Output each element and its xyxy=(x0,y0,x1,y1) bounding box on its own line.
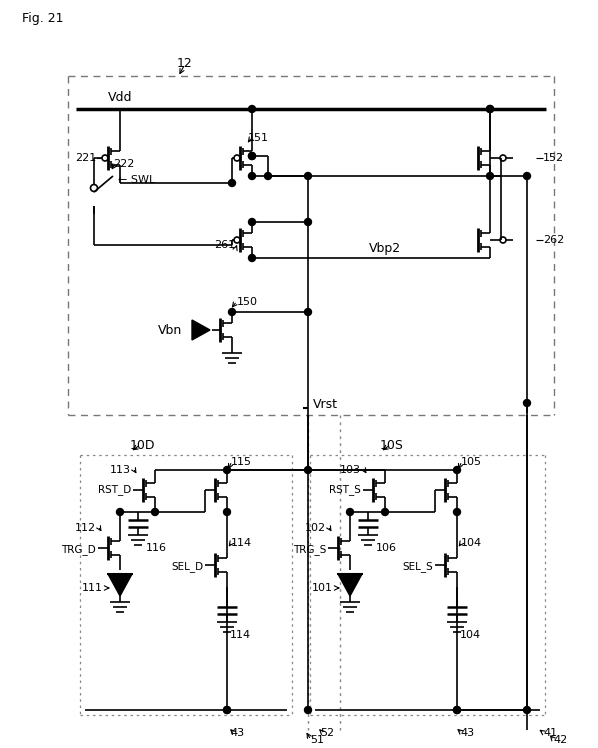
Text: RST_D: RST_D xyxy=(97,485,131,495)
Text: 116: 116 xyxy=(146,543,167,553)
Circle shape xyxy=(117,509,124,515)
Polygon shape xyxy=(108,574,132,596)
Text: 10D: 10D xyxy=(130,438,155,452)
Text: 102: 102 xyxy=(305,523,326,533)
Circle shape xyxy=(304,308,312,316)
Text: 12: 12 xyxy=(177,57,193,70)
Polygon shape xyxy=(338,574,362,596)
Text: Vbp2: Vbp2 xyxy=(369,242,401,254)
Text: TRG_D: TRG_D xyxy=(61,545,96,556)
Circle shape xyxy=(453,467,460,473)
Text: 43: 43 xyxy=(460,728,474,738)
Text: SEL_S: SEL_S xyxy=(402,562,433,572)
Text: 104: 104 xyxy=(461,538,482,548)
Circle shape xyxy=(453,509,460,515)
Text: 114: 114 xyxy=(231,538,252,548)
Circle shape xyxy=(249,218,255,225)
Text: 112: 112 xyxy=(75,523,96,533)
Circle shape xyxy=(304,467,312,473)
Circle shape xyxy=(453,707,460,714)
Circle shape xyxy=(523,399,530,406)
Text: 221: 221 xyxy=(75,153,96,163)
Text: 103: 103 xyxy=(340,465,361,475)
Text: ← SWL: ← SWL xyxy=(118,175,155,185)
Text: 101: 101 xyxy=(312,583,333,593)
Circle shape xyxy=(346,509,353,515)
Text: 104: 104 xyxy=(460,630,481,640)
Circle shape xyxy=(382,509,389,515)
Text: 262: 262 xyxy=(543,235,565,245)
Text: 111: 111 xyxy=(82,583,103,593)
Circle shape xyxy=(523,173,530,180)
Text: 10S: 10S xyxy=(380,438,404,452)
Circle shape xyxy=(249,105,255,112)
Text: 150: 150 xyxy=(237,297,258,307)
Circle shape xyxy=(249,254,255,262)
Text: 152: 152 xyxy=(543,153,564,163)
Circle shape xyxy=(304,218,312,225)
Circle shape xyxy=(224,707,230,714)
Text: 106: 106 xyxy=(376,543,397,553)
Text: 105: 105 xyxy=(461,457,482,467)
Circle shape xyxy=(487,173,493,180)
Text: 51: 51 xyxy=(310,735,324,745)
Text: 41: 41 xyxy=(543,728,557,738)
Circle shape xyxy=(151,509,158,515)
Text: TRG_S: TRG_S xyxy=(292,545,326,556)
Circle shape xyxy=(264,173,271,180)
Text: 113: 113 xyxy=(110,465,131,475)
Circle shape xyxy=(228,308,236,316)
Text: 114: 114 xyxy=(230,630,251,640)
Circle shape xyxy=(304,173,312,180)
Polygon shape xyxy=(192,320,210,340)
Text: SEL_D: SEL_D xyxy=(171,562,203,572)
Circle shape xyxy=(224,707,230,714)
Text: 43: 43 xyxy=(230,728,244,738)
Circle shape xyxy=(249,153,255,159)
Text: Fig. 21: Fig. 21 xyxy=(22,11,63,25)
Circle shape xyxy=(249,173,255,180)
Text: 52: 52 xyxy=(320,728,334,738)
Text: Vdd: Vdd xyxy=(108,91,133,103)
Circle shape xyxy=(487,105,493,112)
Circle shape xyxy=(523,707,530,714)
Text: Vrst: Vrst xyxy=(313,397,338,411)
Text: 222: 222 xyxy=(113,159,135,169)
Text: Vbn: Vbn xyxy=(158,323,182,337)
Circle shape xyxy=(304,707,312,714)
Circle shape xyxy=(224,509,230,515)
Text: 115: 115 xyxy=(231,457,252,467)
Circle shape xyxy=(453,707,460,714)
Circle shape xyxy=(249,153,255,159)
Text: 151: 151 xyxy=(248,133,269,143)
Circle shape xyxy=(224,467,230,473)
Text: 261: 261 xyxy=(214,240,235,250)
Circle shape xyxy=(228,180,236,186)
Text: RST_S: RST_S xyxy=(329,485,361,495)
Circle shape xyxy=(487,105,493,112)
Text: 42: 42 xyxy=(553,735,568,745)
